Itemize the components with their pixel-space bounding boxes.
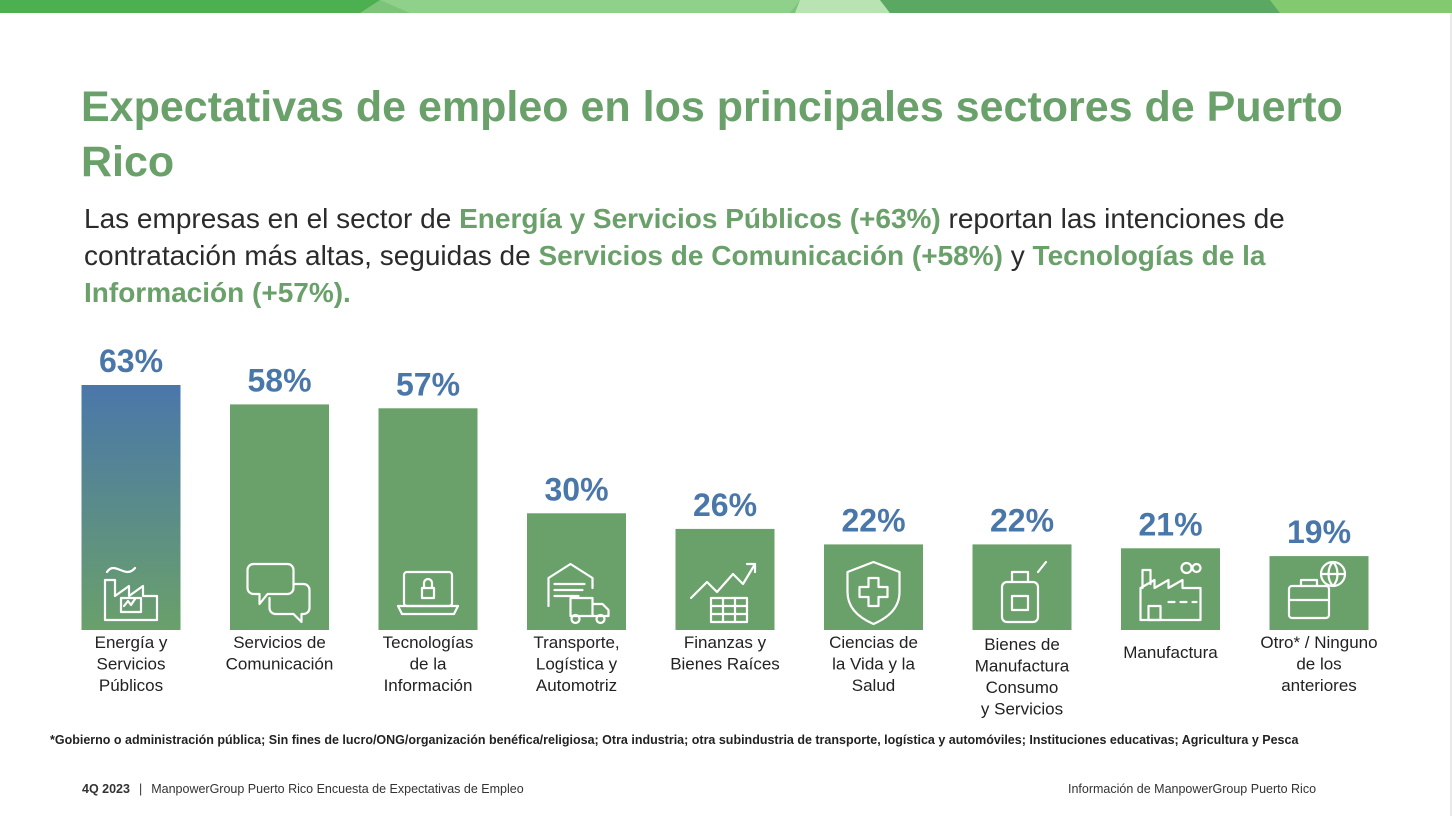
bar	[824, 544, 923, 630]
data-label: 57%	[396, 366, 460, 402]
data-label: 21%	[1138, 506, 1202, 542]
energy-factory-icon	[103, 566, 159, 622]
summary-text-part: reportan las intenciones de contratación…	[84, 203, 1285, 271]
page-title: Expectativas de empleo en los principale…	[81, 83, 1343, 186]
category-label: Finanzas y Bienes Raíces	[670, 633, 780, 674]
summary-text-part: Las empresas en el sector de	[84, 203, 460, 234]
bar	[527, 513, 626, 630]
bar	[81, 385, 181, 630]
footnote: *Gobierno o administración pública; Sin …	[50, 733, 1299, 747]
data-label: 58%	[247, 362, 311, 398]
health-shield-icon	[846, 560, 901, 626]
summary-highlight-it: Tecnologías de la Información (+57%).	[84, 240, 1266, 308]
category-label: Otro* / Ninguno de los anteriores	[1260, 633, 1377, 695]
summary-highlight-energy: Energía y Servicios Públicos (+63%)	[459, 203, 941, 234]
bar	[378, 408, 478, 630]
footer-separator: |	[138, 782, 143, 796]
bar	[230, 404, 329, 630]
category-label: Transporte, Logística y Automotriz	[533, 633, 619, 695]
footer-quarter: 4Q 2023	[82, 782, 130, 796]
footer-survey-name: ManpowerGroup Puerto Rico Encuesta de Ex…	[151, 782, 524, 796]
category-label: Manufactura	[1123, 643, 1218, 662]
decorative-top-band	[0, 0, 1452, 13]
summary-text: Las empresas en el sector de Energía y S…	[84, 200, 1384, 311]
category-label: Tecnologías de la Información	[383, 633, 474, 695]
bar-chart-canvas: 63% Energía y Servicios Públicos 58% Servicio…	[81, 343, 1378, 719]
slide-edge	[1450, 13, 1452, 816]
factory-icon	[1139, 561, 1202, 622]
summary-highlight-communication: Servicios de Comunicación (+58%)	[538, 240, 1003, 271]
data-label: 63%	[99, 343, 163, 379]
category-label: Ciencias de la Vida y la Salud	[829, 633, 918, 695]
chat-bubbles-icon	[246, 562, 311, 624]
summary-text-part: y	[1002, 240, 1033, 271]
laptop-lock-icon	[396, 570, 460, 616]
category-label: Bienes de Manufactura Consumo y Servicios	[975, 635, 1070, 719]
category-label: Energía y Servicios Públicos	[95, 633, 168, 695]
briefcase-globe-icon	[1287, 560, 1347, 620]
footer-survey: 4Q 2023 | ManpowerGroup Puerto Rico Encues…	[82, 782, 524, 796]
data-label: 30%	[544, 471, 608, 507]
consumer-goods-icon	[1000, 560, 1048, 624]
data-label: 26%	[693, 487, 757, 523]
category-label: Servicios de Comunicación	[226, 633, 334, 674]
data-label: 19%	[1287, 514, 1351, 550]
footer-source: Información de ManpowerGroup Puerto Rico	[1068, 782, 1317, 796]
sector-bar-chart: 63% Energía y Servicios Públicos 58% Servicio…	[0, 330, 1452, 730]
data-label: 22%	[841, 502, 905, 538]
warehouse-truck-icon	[547, 562, 610, 625]
data-label: 22%	[990, 502, 1054, 538]
bar	[1121, 548, 1220, 630]
growth-chart-icon	[689, 562, 757, 624]
bar	[972, 544, 1072, 630]
